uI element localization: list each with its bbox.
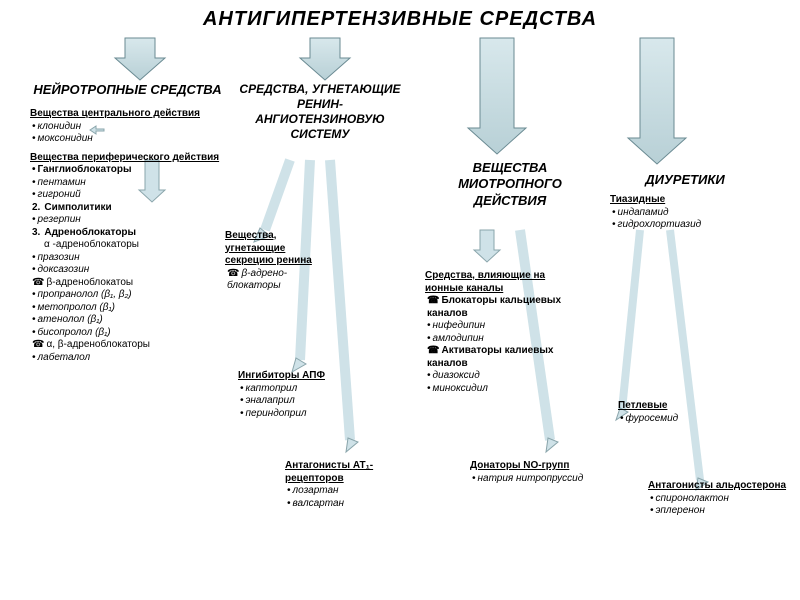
list-item: Симполитики bbox=[32, 202, 225, 215]
diur-thiazide-header: Тиазидные bbox=[610, 194, 760, 207]
list-item: валсартан bbox=[287, 498, 415, 511]
list-item: каптоприл bbox=[240, 383, 358, 396]
list-item: атенолол (β₁) bbox=[32, 314, 225, 327]
list-item: моксонидин bbox=[32, 133, 225, 146]
list-item: Ганглиоблокаторы bbox=[32, 164, 225, 177]
list-item: гидрохлортиазид bbox=[612, 219, 760, 232]
list-item: бисопролол (β₁) bbox=[32, 327, 225, 340]
list-item: клонидин bbox=[32, 121, 225, 134]
list-item: лабеталол bbox=[32, 352, 225, 365]
list-item: гигроний bbox=[32, 189, 225, 202]
myo-ion-header: Средства, влияющие на ионные каналы bbox=[425, 270, 585, 295]
myo-ion: Средства, влияющие на ионные каналы Блок… bbox=[425, 270, 585, 395]
col-myo: ВЕЩЕСТВА МИОТРОПНОГО ДЕЙСТВИЯ bbox=[430, 160, 590, 211]
renin-secretion-header: Вещества, угнетающие секрецию ренина bbox=[225, 230, 325, 268]
neuro-central-header: Вещества центрального действия bbox=[30, 108, 225, 121]
list-item: пропранолол (β₁, β₂) bbox=[32, 289, 225, 302]
diur-aldo-header: Антагонисты альдостерона bbox=[648, 480, 788, 493]
renin-ace-header: Ингибиторы АПФ bbox=[238, 370, 358, 383]
list-item: индапамид bbox=[612, 207, 760, 220]
list-item: периндоприл bbox=[240, 408, 358, 421]
neuro-title: НЕЙРОТРОПНЫЕ СРЕДСТВА bbox=[30, 82, 225, 98]
page-title: АНТИГИПЕРТЕНЗИВНЫЕ СРЕДСТВА bbox=[0, 0, 800, 35]
myo-title: ВЕЩЕСТВА МИОТРОПНОГО ДЕЙСТВИЯ bbox=[430, 160, 590, 209]
renin-ace: Ингибиторы АПФ каптоприл эналаприл перин… bbox=[238, 370, 358, 420]
renin-title: СРЕДСТВА, УГНЕТАЮЩИЕ РЕНИН-АНГИОТЕНЗИНОВ… bbox=[235, 82, 405, 142]
list-item: миноксидил bbox=[427, 383, 585, 396]
list-item: нифедипин bbox=[427, 320, 585, 333]
list-item: амлодипин bbox=[427, 333, 585, 346]
list-item: эналаприл bbox=[240, 395, 358, 408]
list-item: Блокаторы кальциевых каналов bbox=[427, 295, 585, 320]
diur-loop-header: Петлевые bbox=[618, 400, 738, 413]
list-item: фуросемид bbox=[620, 413, 738, 426]
diur-title: ДИУРЕТИКИ bbox=[610, 172, 760, 188]
list-item: Адреноблокаторы bbox=[32, 227, 225, 240]
list-item: лозартан bbox=[287, 485, 415, 498]
neuro-periph-list: Ганглиоблокаторы пентамин гигроний Симпо… bbox=[30, 164, 225, 364]
list-item: празозин bbox=[32, 252, 225, 265]
list-item: резерпин bbox=[32, 214, 225, 227]
list-item: Активаторы калиевых каналов bbox=[427, 345, 585, 370]
list-item: доксазозин bbox=[32, 264, 225, 277]
myo-no-header: Донаторы NO-групп bbox=[470, 460, 620, 473]
list-item: эплеренон bbox=[650, 505, 788, 518]
list-item: метопролол (β₁) bbox=[32, 302, 225, 315]
renin-at1: Антагонисты АТ₁-рецепторов лозартан валс… bbox=[285, 460, 415, 510]
col-diur: ДИУРЕТИКИ Тиазидные индапамид гидрохлорт… bbox=[610, 172, 760, 232]
neuro-periph-header: Вещества периферического действия bbox=[30, 152, 225, 165]
list-item: α, β-адреноблокаторы bbox=[32, 339, 225, 352]
list-item: спиронолактон bbox=[650, 493, 788, 506]
renin-at1-header: Антагонисты АТ₁-рецепторов bbox=[285, 460, 415, 485]
list-item: β-адрено-блокаторы bbox=[227, 268, 325, 293]
list-item: α -адреноблокаторы bbox=[32, 239, 225, 252]
myo-no: Донаторы NO-групп натрия нитропруссид bbox=[470, 460, 620, 485]
list-item: диазоксид bbox=[427, 370, 585, 383]
renin-secretion: Вещества, угнетающие секрецию ренина β-а… bbox=[225, 230, 325, 293]
diur-aldo: Антагонисты альдостерона спиронолактон э… bbox=[648, 480, 788, 518]
neuro-central-list: клонидин моксонидин bbox=[30, 121, 225, 146]
diur-loop: Петлевые фуросемид bbox=[618, 400, 738, 425]
list-item: натрия нитропруссид bbox=[472, 473, 620, 486]
list-item: пентамин bbox=[32, 177, 225, 190]
col-neuro: НЕЙРОТРОПНЫЕ СРЕДСТВА Вещества центральн… bbox=[30, 82, 225, 364]
list-item: β-адреноблокатоы bbox=[32, 277, 225, 290]
col-renin: СРЕДСТВА, УГНЕТАЮЩИЕ РЕНИН-АНГИОТЕНЗИНОВ… bbox=[235, 82, 405, 144]
